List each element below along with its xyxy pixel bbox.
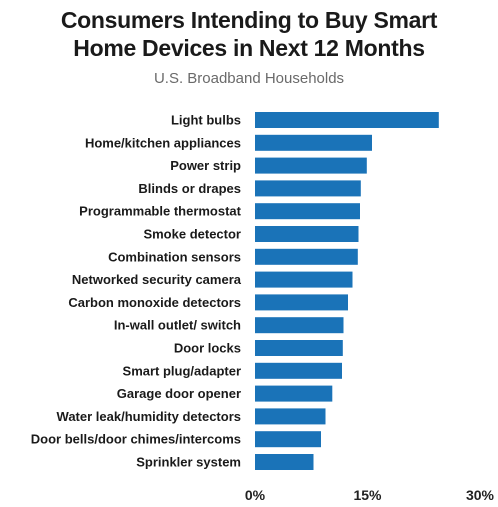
bar <box>255 271 353 288</box>
x-tick-label: 30% <box>466 487 495 503</box>
bar <box>255 317 344 334</box>
bar <box>255 134 372 151</box>
bar <box>255 157 367 174</box>
bar <box>255 180 361 197</box>
category-label: Smoke detector <box>143 227 241 242</box>
category-label: Door bells/door chimes/intercoms <box>31 432 241 447</box>
bar <box>255 294 348 311</box>
category-label: Power strip <box>170 158 241 173</box>
x-tick-label: 15% <box>353 487 382 503</box>
category-label: Smart plug/adapter <box>123 363 241 378</box>
bar <box>255 431 321 448</box>
category-label: In-wall outlet/ switch <box>114 318 241 333</box>
category-label: Carbon monoxide detectors <box>68 295 241 310</box>
bar <box>255 408 326 425</box>
category-label: Networked security camera <box>72 272 242 287</box>
bar <box>255 248 358 265</box>
category-label: Door locks <box>174 341 241 356</box>
bars-group <box>255 112 439 470</box>
category-label: Combination sensors <box>108 249 241 264</box>
chart-title: Consumers Intending to Buy Smart Home De… <box>60 7 438 61</box>
category-label: Garage door opener <box>117 386 241 401</box>
bar <box>255 454 314 470</box>
category-label: Programmable thermostat <box>79 204 241 219</box>
bar <box>255 203 360 220</box>
bar <box>255 340 343 356</box>
bar <box>255 362 342 379</box>
chart-subtitle: U.S. Broadband Households <box>153 70 345 87</box>
category-label: Water leak/humidity detectors <box>57 409 241 424</box>
category-label: Sprinkler system <box>136 455 241 470</box>
bar <box>255 112 439 128</box>
category-label: Blinds or drapes <box>138 181 241 196</box>
x-axis-ticks-group: 0% 15% 30% <box>245 487 495 503</box>
category-labels-group: Light bulbs Home/kitchen appliances Power … <box>31 113 242 470</box>
category-label: Light bulbs <box>171 113 241 128</box>
bar <box>255 385 333 402</box>
bar <box>255 226 359 242</box>
category-label: Home/kitchen appliances <box>85 135 241 150</box>
x-tick-label: 0% <box>245 487 266 503</box>
